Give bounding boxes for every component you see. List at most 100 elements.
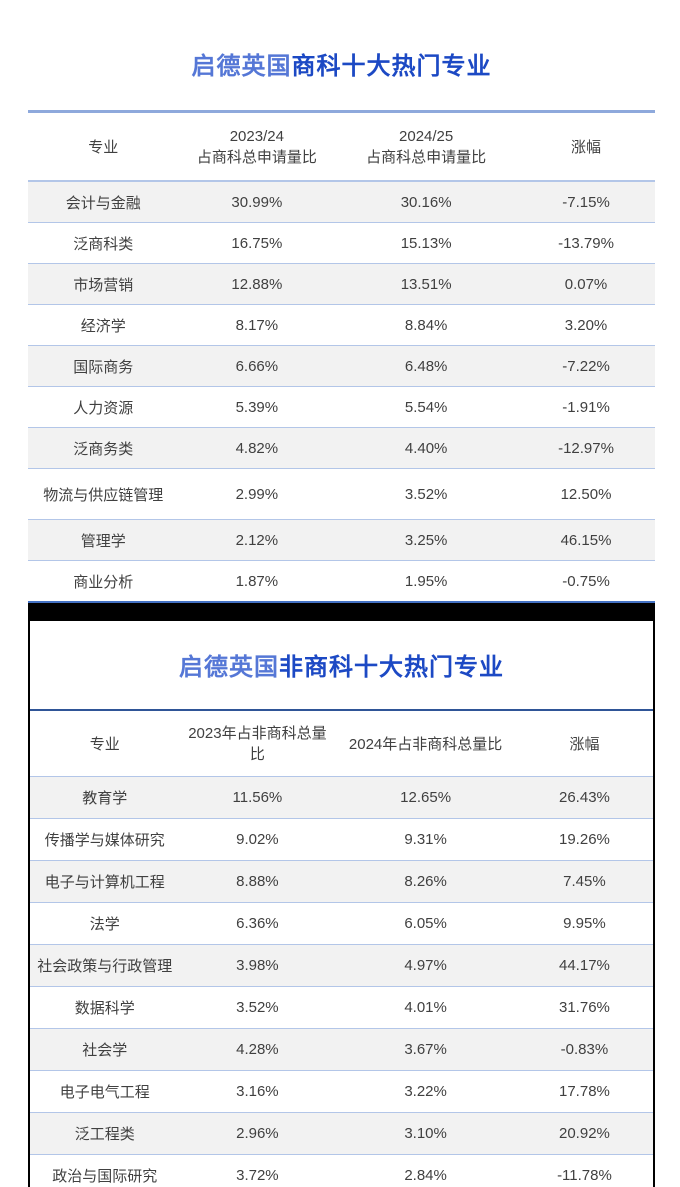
cell-change: -7.15% <box>562 193 610 211</box>
table1-header-2024-line2: 占商科总申请量比 <box>366 148 487 166</box>
cell-change: -1.91% <box>562 398 610 416</box>
table1-header-2024-share: 2024/25 占商科总申请量比 <box>335 126 517 168</box>
cell-2024-share: 4.01% <box>404 999 447 1016</box>
cell-2023-share: 3.72% <box>236 1167 279 1184</box>
cell-2023-share: 3.52% <box>236 999 279 1016</box>
table-row: 法学 6.36% 6.05% 9.95% <box>30 902 653 944</box>
table-row: 会计与金融 30.99% 30.16% -7.15% <box>28 182 655 222</box>
non-business-majors-section: 启德英国非商科十大热门专业 专业 2023年占非商科总量比 2024年占非商科总… <box>28 603 655 1187</box>
cell-2023-share: 3.98% <box>236 957 279 974</box>
table2-header-2023-share: 2023年占非商科总量比 <box>180 723 336 765</box>
cell-change: -7.22% <box>562 357 610 375</box>
table-row: 管理学 2.12% 3.25% 46.15% <box>28 519 655 560</box>
table1-title: 启德英国商科十大热门专业 <box>28 0 655 82</box>
table2-body: 教育学 11.56% 12.65% 26.43% 传播学与媒体研究 9.02% … <box>30 777 653 1187</box>
cell-2023-share: 4.28% <box>236 1041 279 1058</box>
cell-change: 7.45% <box>563 873 606 890</box>
cell-2024-share: 3.22% <box>404 1083 447 1100</box>
table-row: 泛商务类 4.82% 4.40% -12.97% <box>28 427 655 468</box>
business-majors-section: 启德英国商科十大热门专业 专业 2023/24 占商科总申请量比 2024/25… <box>28 0 655 603</box>
cell-2024-share: 1.95% <box>404 572 448 590</box>
table-row: 经济学 8.17% 8.84% 3.20% <box>28 304 655 345</box>
cell-2024-share: 15.13% <box>400 234 452 252</box>
cell-2023-share: 9.02% <box>236 831 279 848</box>
cell-2024-share: 3.10% <box>404 1125 447 1142</box>
table1-header-row: 专业 2023/24 占商科总申请量比 2024/25 占商科总申请量比 涨幅 <box>28 113 655 182</box>
cell-2024-share: 3.67% <box>404 1041 447 1058</box>
cell-change: 0.07% <box>564 275 608 293</box>
table-row: 商业分析 1.87% 1.95% -0.75% <box>28 560 655 601</box>
cell-change: 26.43% <box>559 789 610 806</box>
table1-header-major: 专业 <box>88 139 119 156</box>
cell-2023-share: 2.96% <box>236 1125 279 1142</box>
cell-2023-share: 2.99% <box>235 485 279 503</box>
table-row: 国际商务 6.66% 6.48% -7.22% <box>28 345 655 386</box>
table2-title-brand: 启德英国 <box>179 654 279 681</box>
cell-2024-share: 9.31% <box>404 831 447 848</box>
table2-header-change: 涨幅 <box>569 736 600 753</box>
cell-major: 教育学 <box>82 790 128 807</box>
table1-header-2023-line1: 2023/24 <box>229 127 284 145</box>
cell-change: -12.97% <box>558 439 614 457</box>
cell-major: 市场营销 <box>73 276 134 294</box>
cell-2024-share: 30.16% <box>400 193 452 211</box>
table2-title-main: 非商科十大热门专业 <box>279 654 504 681</box>
table-row: 政治与国际研究 3.72% 2.84% -11.78% <box>30 1154 653 1187</box>
cell-major: 社会学 <box>82 1042 128 1059</box>
cell-2024-share: 3.52% <box>404 485 448 503</box>
table1-header-2023-line2: 占商科总申请量比 <box>196 148 317 166</box>
cell-major: 电子电气工程 <box>59 1084 150 1101</box>
table1-header-2023-share: 2023/24 占商科总申请量比 <box>178 126 335 168</box>
cell-major: 会计与金融 <box>65 194 141 212</box>
table1-header-change: 涨幅 <box>571 139 602 156</box>
cell-change: 9.95% <box>563 915 606 932</box>
cell-2023-share: 3.16% <box>236 1083 279 1100</box>
cell-major: 电子与计算机工程 <box>44 874 165 891</box>
cell-2024-share: 3.25% <box>404 531 448 549</box>
cell-2024-share: 12.65% <box>400 789 452 806</box>
table-row: 市场营销 12.88% 13.51% 0.07% <box>28 263 655 304</box>
cell-major: 数据科学 <box>74 1000 135 1017</box>
cell-change: 44.17% <box>559 957 610 974</box>
table-row: 社会学 4.28% 3.67% -0.83% <box>30 1028 653 1070</box>
table-row: 电子电气工程 3.16% 3.22% 17.78% <box>30 1070 653 1112</box>
cell-change: 46.15% <box>560 531 612 549</box>
cell-major: 泛商务类 <box>73 440 134 458</box>
cell-2023-share: 2.12% <box>235 531 279 549</box>
cell-2024-share: 13.51% <box>400 275 452 293</box>
table-row: 泛商科类 16.75% 15.13% -13.79% <box>28 222 655 263</box>
table2-header-row: 专业 2023年占非商科总量比 2024年占非商科总量比 涨幅 <box>30 711 653 777</box>
table2-header-2024-share: 2024年占非商科总量比 <box>348 736 503 753</box>
cell-change: 31.76% <box>559 999 610 1016</box>
table1-title-brand: 启德英国 <box>191 53 292 80</box>
cell-major: 泛商科类 <box>73 235 134 253</box>
cell-2023-share: 6.66% <box>235 357 279 375</box>
cell-2023-share: 1.87% <box>235 572 279 590</box>
table-row: 人力资源 5.39% 5.54% -1.91% <box>28 386 655 427</box>
cell-change: 3.20% <box>564 316 608 334</box>
cell-change: 12.50% <box>560 485 612 503</box>
table2-header-major: 专业 <box>89 736 120 753</box>
cell-2024-share: 5.54% <box>404 398 448 416</box>
table-row: 教育学 11.56% 12.65% 26.43% <box>30 777 653 818</box>
cell-change: 20.92% <box>559 1125 610 1142</box>
cell-change: -0.83% <box>560 1041 609 1058</box>
cell-change: 19.26% <box>559 831 610 848</box>
table1-title-main: 商科十大热门专业 <box>291 53 492 80</box>
cell-2024-share: 2.84% <box>404 1167 447 1184</box>
cell-2023-share: 4.82% <box>235 439 279 457</box>
cell-major: 国际商务 <box>73 358 134 376</box>
cell-2024-share: 8.84% <box>404 316 448 334</box>
cell-2024-share: 8.26% <box>404 873 447 890</box>
cell-2023-share: 8.88% <box>236 873 279 890</box>
cell-major: 经济学 <box>80 317 126 335</box>
cell-2023-share: 12.88% <box>231 275 283 293</box>
cell-major: 传播学与媒体研究 <box>44 832 165 849</box>
cell-2024-share: 4.40% <box>404 439 448 457</box>
cell-2023-share: 6.36% <box>236 915 279 932</box>
cell-2023-share: 11.56% <box>232 789 283 806</box>
cell-change: 17.78% <box>559 1083 610 1100</box>
cell-2023-share: 16.75% <box>231 234 283 252</box>
table-row: 物流与供应链管理 2.99% 3.52% 12.50% <box>28 468 655 519</box>
